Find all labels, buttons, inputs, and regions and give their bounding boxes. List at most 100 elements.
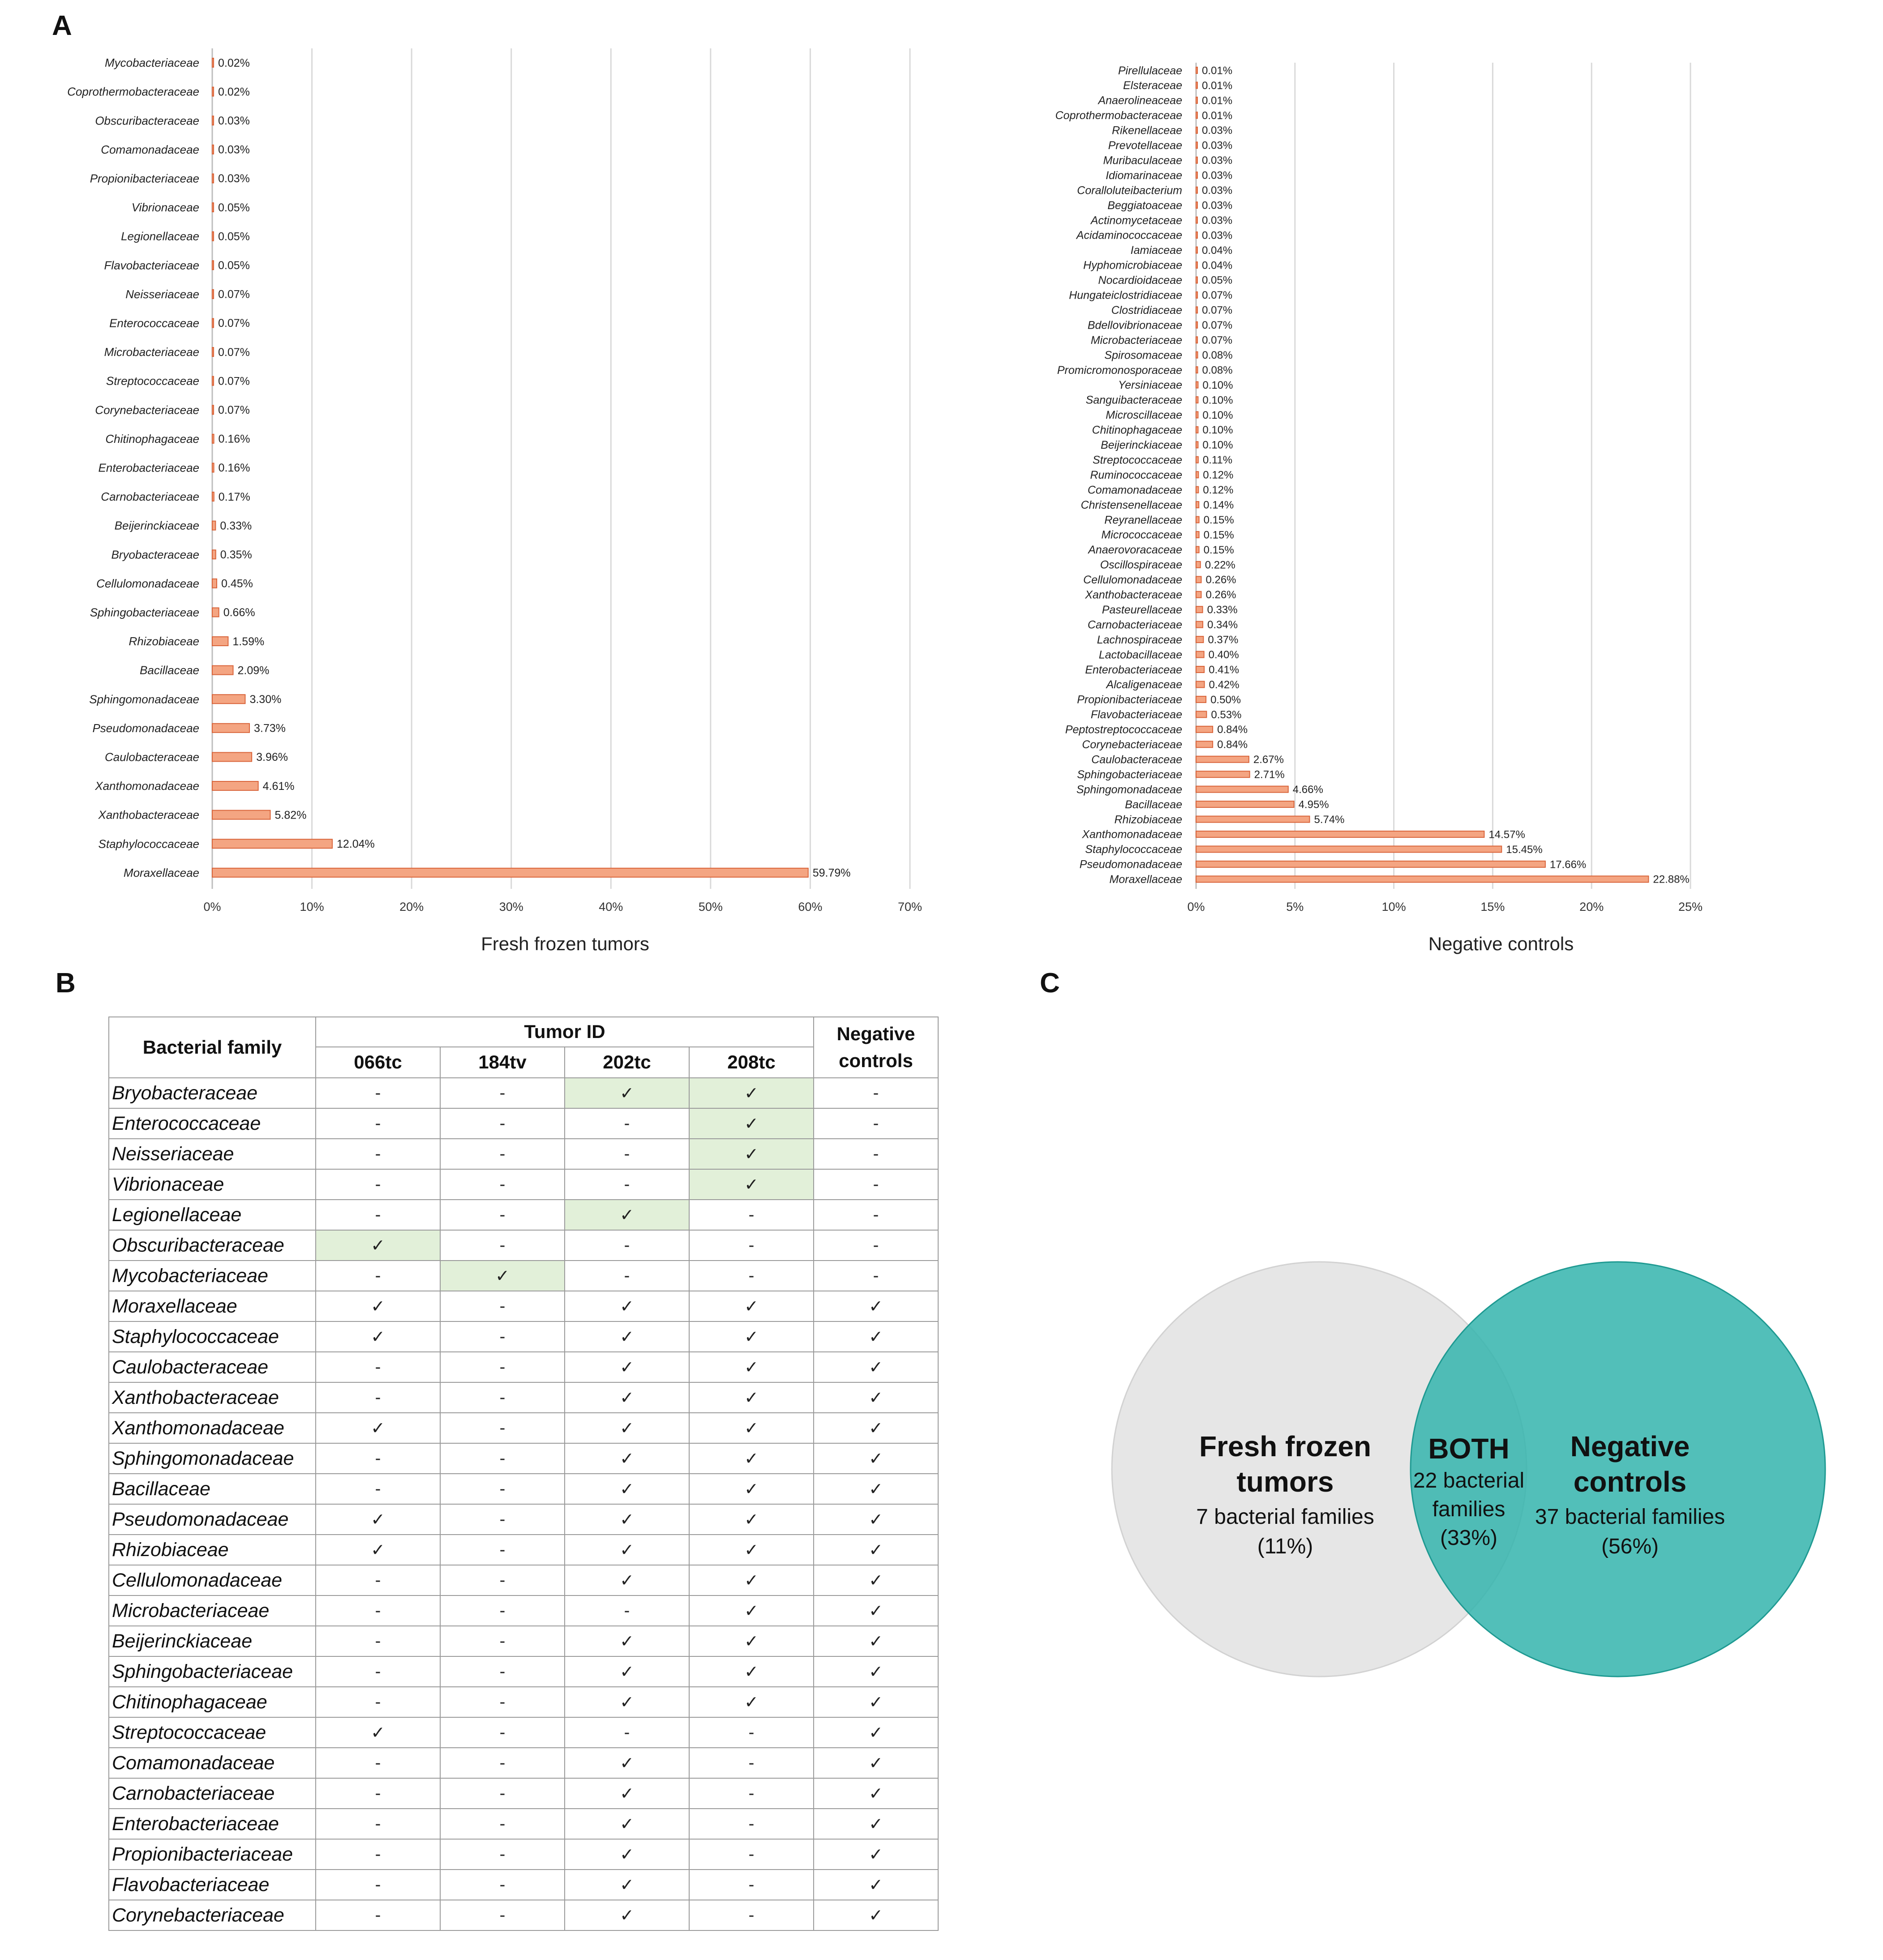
family-name-cell: Cellulomonadaceae xyxy=(108,1565,316,1596)
check-icon-cell: ✓ xyxy=(813,1717,939,1748)
chart1-bar-sphingomonadaceae xyxy=(212,694,246,704)
family-name-cell: Sphingobacteriaceae xyxy=(108,1656,316,1687)
chart1-value-label: 0.07% xyxy=(218,375,250,387)
chart1-bar-legionellaceae xyxy=(212,231,214,241)
table-row: Corynebacteriaceae - - ✓ - ✓ xyxy=(108,1900,939,1931)
chart2-bar-caulobacteraceae xyxy=(1196,755,1249,763)
dash-cell: - xyxy=(315,1382,441,1413)
check-icon-cell: ✓ xyxy=(813,1382,939,1413)
chart2-category-label: Flavobacteriaceae xyxy=(1091,708,1182,721)
chart1-value-label: 0.05% xyxy=(218,230,250,243)
chart1-category-label: Enterococcaceae xyxy=(109,317,199,330)
chart2-value-label: 4.66% xyxy=(1293,784,1323,796)
check-icon-cell: ✓ xyxy=(440,1260,565,1291)
chart1-x-tick-label: 0% xyxy=(203,900,221,914)
chart2-category-label: Alcaligenaceae xyxy=(1105,678,1182,691)
chart2-category-label: Actinomycetaceae xyxy=(1090,214,1182,227)
chart1-x-tick-label: 10% xyxy=(300,900,324,914)
chart2-category-label: Moraxellaceae xyxy=(1109,873,1182,886)
check-icon-cell: ✓ xyxy=(813,1351,939,1383)
bacterial-family-table: Bacterial family Tumor ID Negative contr… xyxy=(108,1016,939,1931)
check-icon-cell: ✓ xyxy=(564,1778,690,1809)
chart2-value-label: 0.22% xyxy=(1205,559,1235,571)
chart2-category-label: Chitinophagaceae xyxy=(1092,424,1182,437)
chart2-category-label: Xanthomonadaceae xyxy=(1081,828,1182,841)
chart1-value-label: 59.79% xyxy=(813,867,851,879)
family-name-cell: Mycobacteriaceae xyxy=(108,1260,316,1291)
check-icon-cell: ✓ xyxy=(813,1686,939,1718)
chart1-value-label: 0.45% xyxy=(221,578,253,590)
family-name-cell: Corynebacteriaceae xyxy=(108,1900,316,1931)
family-name-cell: Caulobacteraceae xyxy=(108,1351,316,1383)
chart2-category-label: Carnobacteriaceae xyxy=(1088,618,1182,631)
chart1-category-label: Xanthobacteraceae xyxy=(98,808,199,822)
check-icon-cell: ✓ xyxy=(689,1108,814,1139)
table-row: Bryobacteraceae - - ✓ ✓ - xyxy=(108,1077,939,1109)
chart1-value-label: 0.07% xyxy=(218,404,250,416)
chart1-category-label: Neisseriaceae xyxy=(125,287,199,301)
chart1-category-label: Bryobacteraceae xyxy=(111,548,199,561)
chart1-bar-xanthobacteraceae xyxy=(212,810,271,820)
chart1-bar-corynebacteriaceae xyxy=(212,405,214,415)
dash-cell: - xyxy=(564,1595,690,1626)
chart2-value-label: 0.50% xyxy=(1210,694,1241,706)
chart2-bar-pasteurellaceae xyxy=(1196,606,1203,613)
chart2-value-label: 0.34% xyxy=(1207,619,1238,631)
dash-cell: - xyxy=(813,1230,939,1261)
chart1-x-tick-label: 30% xyxy=(499,900,523,914)
chart1-value-label: 0.03% xyxy=(218,144,250,156)
chart1-x-tick-label: 20% xyxy=(399,900,424,914)
dash-cell: - xyxy=(440,1077,565,1109)
dash-cell: - xyxy=(315,1869,441,1900)
chart2-category-label: Micrococcaceae xyxy=(1101,529,1182,541)
chart1-value-label: 2.09% xyxy=(238,664,270,677)
chart1-x-tick-label: 50% xyxy=(699,900,723,914)
chart2-value-label: 0.03% xyxy=(1202,199,1232,211)
chart2-category-label: Idiomarinaceae xyxy=(1106,169,1182,182)
chart2-value-label: 0.03% xyxy=(1202,184,1232,197)
check-icon-cell: ✓ xyxy=(564,1900,690,1931)
chart1-x-tick-label: 60% xyxy=(798,900,822,914)
chart2-category-label: Pasteurellaceae xyxy=(1102,604,1182,616)
table-row: Rhizobiaceae ✓ - ✓ ✓ ✓ xyxy=(108,1534,939,1565)
table-row: Flavobacteriaceae - - ✓ - ✓ xyxy=(108,1869,939,1900)
chart2-value-label: 0.10% xyxy=(1202,394,1233,406)
venn-circle-negative-controls xyxy=(1410,1261,1826,1677)
chart2-bar-peptostreptococcaceae xyxy=(1196,725,1214,733)
chart2-category-label: Anaerolineaceae xyxy=(1097,94,1182,107)
chart2-value-label: 0.84% xyxy=(1217,739,1248,751)
table-row: Carnobacteriaceae - - ✓ - ✓ xyxy=(108,1778,939,1809)
chart2-bar-ruminococcaceae xyxy=(1196,471,1199,479)
chart1-category-label: Sphingomonadaceae xyxy=(89,692,199,706)
family-name-cell: Streptococcaceae xyxy=(108,1717,316,1748)
chart2-category-label: Microbacteriaceae xyxy=(1091,334,1182,347)
venn-left-title-2: tumors xyxy=(1236,1466,1334,1498)
chart2-bar-beggiatoaceae xyxy=(1196,202,1198,209)
check-icon-cell: ✓ xyxy=(315,1504,441,1535)
header-tumor-184tv: 184tv xyxy=(440,1046,565,1079)
chart2-category-label: Reyranellaceae xyxy=(1104,514,1182,526)
table-row: Comamonadaceae - - ✓ - ✓ xyxy=(108,1747,939,1779)
chart1-bar-sphingobacteriaceae xyxy=(212,607,219,618)
chart2-x-axis-title: Negative controls xyxy=(1428,933,1574,954)
chart1-bar-rhizobiaceae xyxy=(212,636,229,646)
dash-cell: - xyxy=(689,1900,814,1931)
chart2-category-label: Pirellulaceae xyxy=(1118,64,1182,77)
chart2-value-label: 0.26% xyxy=(1205,574,1236,586)
dash-cell: - xyxy=(440,1108,565,1139)
family-name-cell: Enterobacteriaceae xyxy=(108,1808,316,1840)
chart1-category-label: Carnobacteriaceae xyxy=(101,490,199,503)
chart2-bar-oscillospiraceae xyxy=(1196,561,1201,568)
table-row: Legionellaceae - - ✓ - - xyxy=(108,1199,939,1231)
chart2-x-tick-label: 20% xyxy=(1579,900,1604,914)
chart2-value-label: 0.01% xyxy=(1202,110,1232,122)
venn-right-label: Negative controls 37 bacterial families … xyxy=(1491,1428,1769,1561)
dash-cell: - xyxy=(689,1747,814,1779)
dash-cell: - xyxy=(315,1747,441,1779)
chart2-category-label: Anaerovoracaceae xyxy=(1087,544,1182,556)
dash-cell: - xyxy=(813,1199,939,1231)
chart2-bar-bdellovibrionaceae xyxy=(1196,321,1198,329)
chart1-value-label: 12.04% xyxy=(337,838,375,850)
chart1-category-label: Comamonadaceae xyxy=(101,143,199,156)
chart2-category-label: Elsteraceae xyxy=(1123,79,1182,92)
